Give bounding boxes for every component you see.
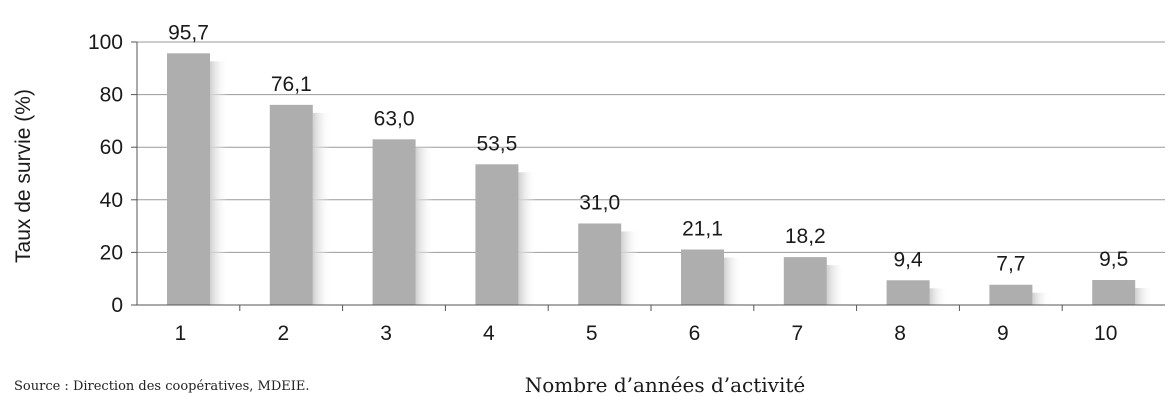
bar-1 [167,53,210,306]
bars [167,53,1136,306]
x-tick-label: 1 [175,322,187,345]
x-tick-label: 3 [380,322,392,345]
y-tick-label: 60 [100,136,123,159]
y-tick-label: 40 [100,189,123,212]
bar-9 [989,284,1033,305]
data-labels: 95,7 76,1 63,0 53,5 31,0 21,1 18,2 9,4 7,7 9,5 [168,21,1128,275]
data-label: 21,1 [682,218,723,241]
bar-3 [372,139,416,305]
bar-4 [475,164,519,305]
data-label: 9,4 [893,248,923,271]
x-tick-label: 6 [689,322,701,345]
x-axis-title: Nombre d’années d’activité [525,373,806,396]
x-tick-labels: 1 2 3 4 5 6 7 8 9 10 [175,322,1118,345]
x-tick-label: 2 [277,322,289,345]
bar-10 [1092,280,1136,305]
data-label: 53,5 [476,132,517,155]
bar-8 [886,280,930,305]
data-label: 63,0 [374,107,415,130]
bar-shadow [415,147,434,305]
x-tick-label: 7 [791,322,803,345]
x-tick-label: 5 [586,322,598,345]
bar-2 [269,104,313,306]
axes [131,41,1165,311]
x-tick-label: 9 [997,322,1009,345]
bar-shadow [312,112,331,306]
bar-shadow [724,257,742,305]
bar-shadow [621,231,640,305]
bar-6 [681,249,724,305]
bar-shadow [1135,288,1154,305]
data-label: 95,7 [168,21,209,44]
data-label: 9,5 [1099,248,1128,271]
x-tick-label: 4 [483,322,495,345]
data-label: 7,7 [996,253,1025,276]
y-tick-labels: 0 20 40 60 80 100 [88,31,123,317]
bar-shadow [210,61,228,306]
y-tick-label: 0 [111,294,123,317]
bar-shadow [1032,292,1051,305]
data-label: 18,2 [785,225,826,248]
x-tick-label: 10 [1094,322,1117,345]
bar-shadow [518,172,537,305]
y-axis-title: Taux de survie (%) [12,89,35,263]
data-label: 31,0 [579,191,620,214]
y-tick-label: 20 [100,241,123,264]
data-label: 76,1 [271,73,312,96]
x-tick-label: 8 [894,322,906,345]
source-note: Source : Direction des coopératives, MDE… [14,379,310,394]
bar-5 [578,223,622,305]
bar-7 [783,257,827,305]
y-tick-label: 80 [100,84,123,107]
bar-shadow [826,265,845,305]
bar-shadows [210,61,1154,306]
bar-shadow [929,288,948,305]
y-tick-label: 100 [88,31,123,54]
